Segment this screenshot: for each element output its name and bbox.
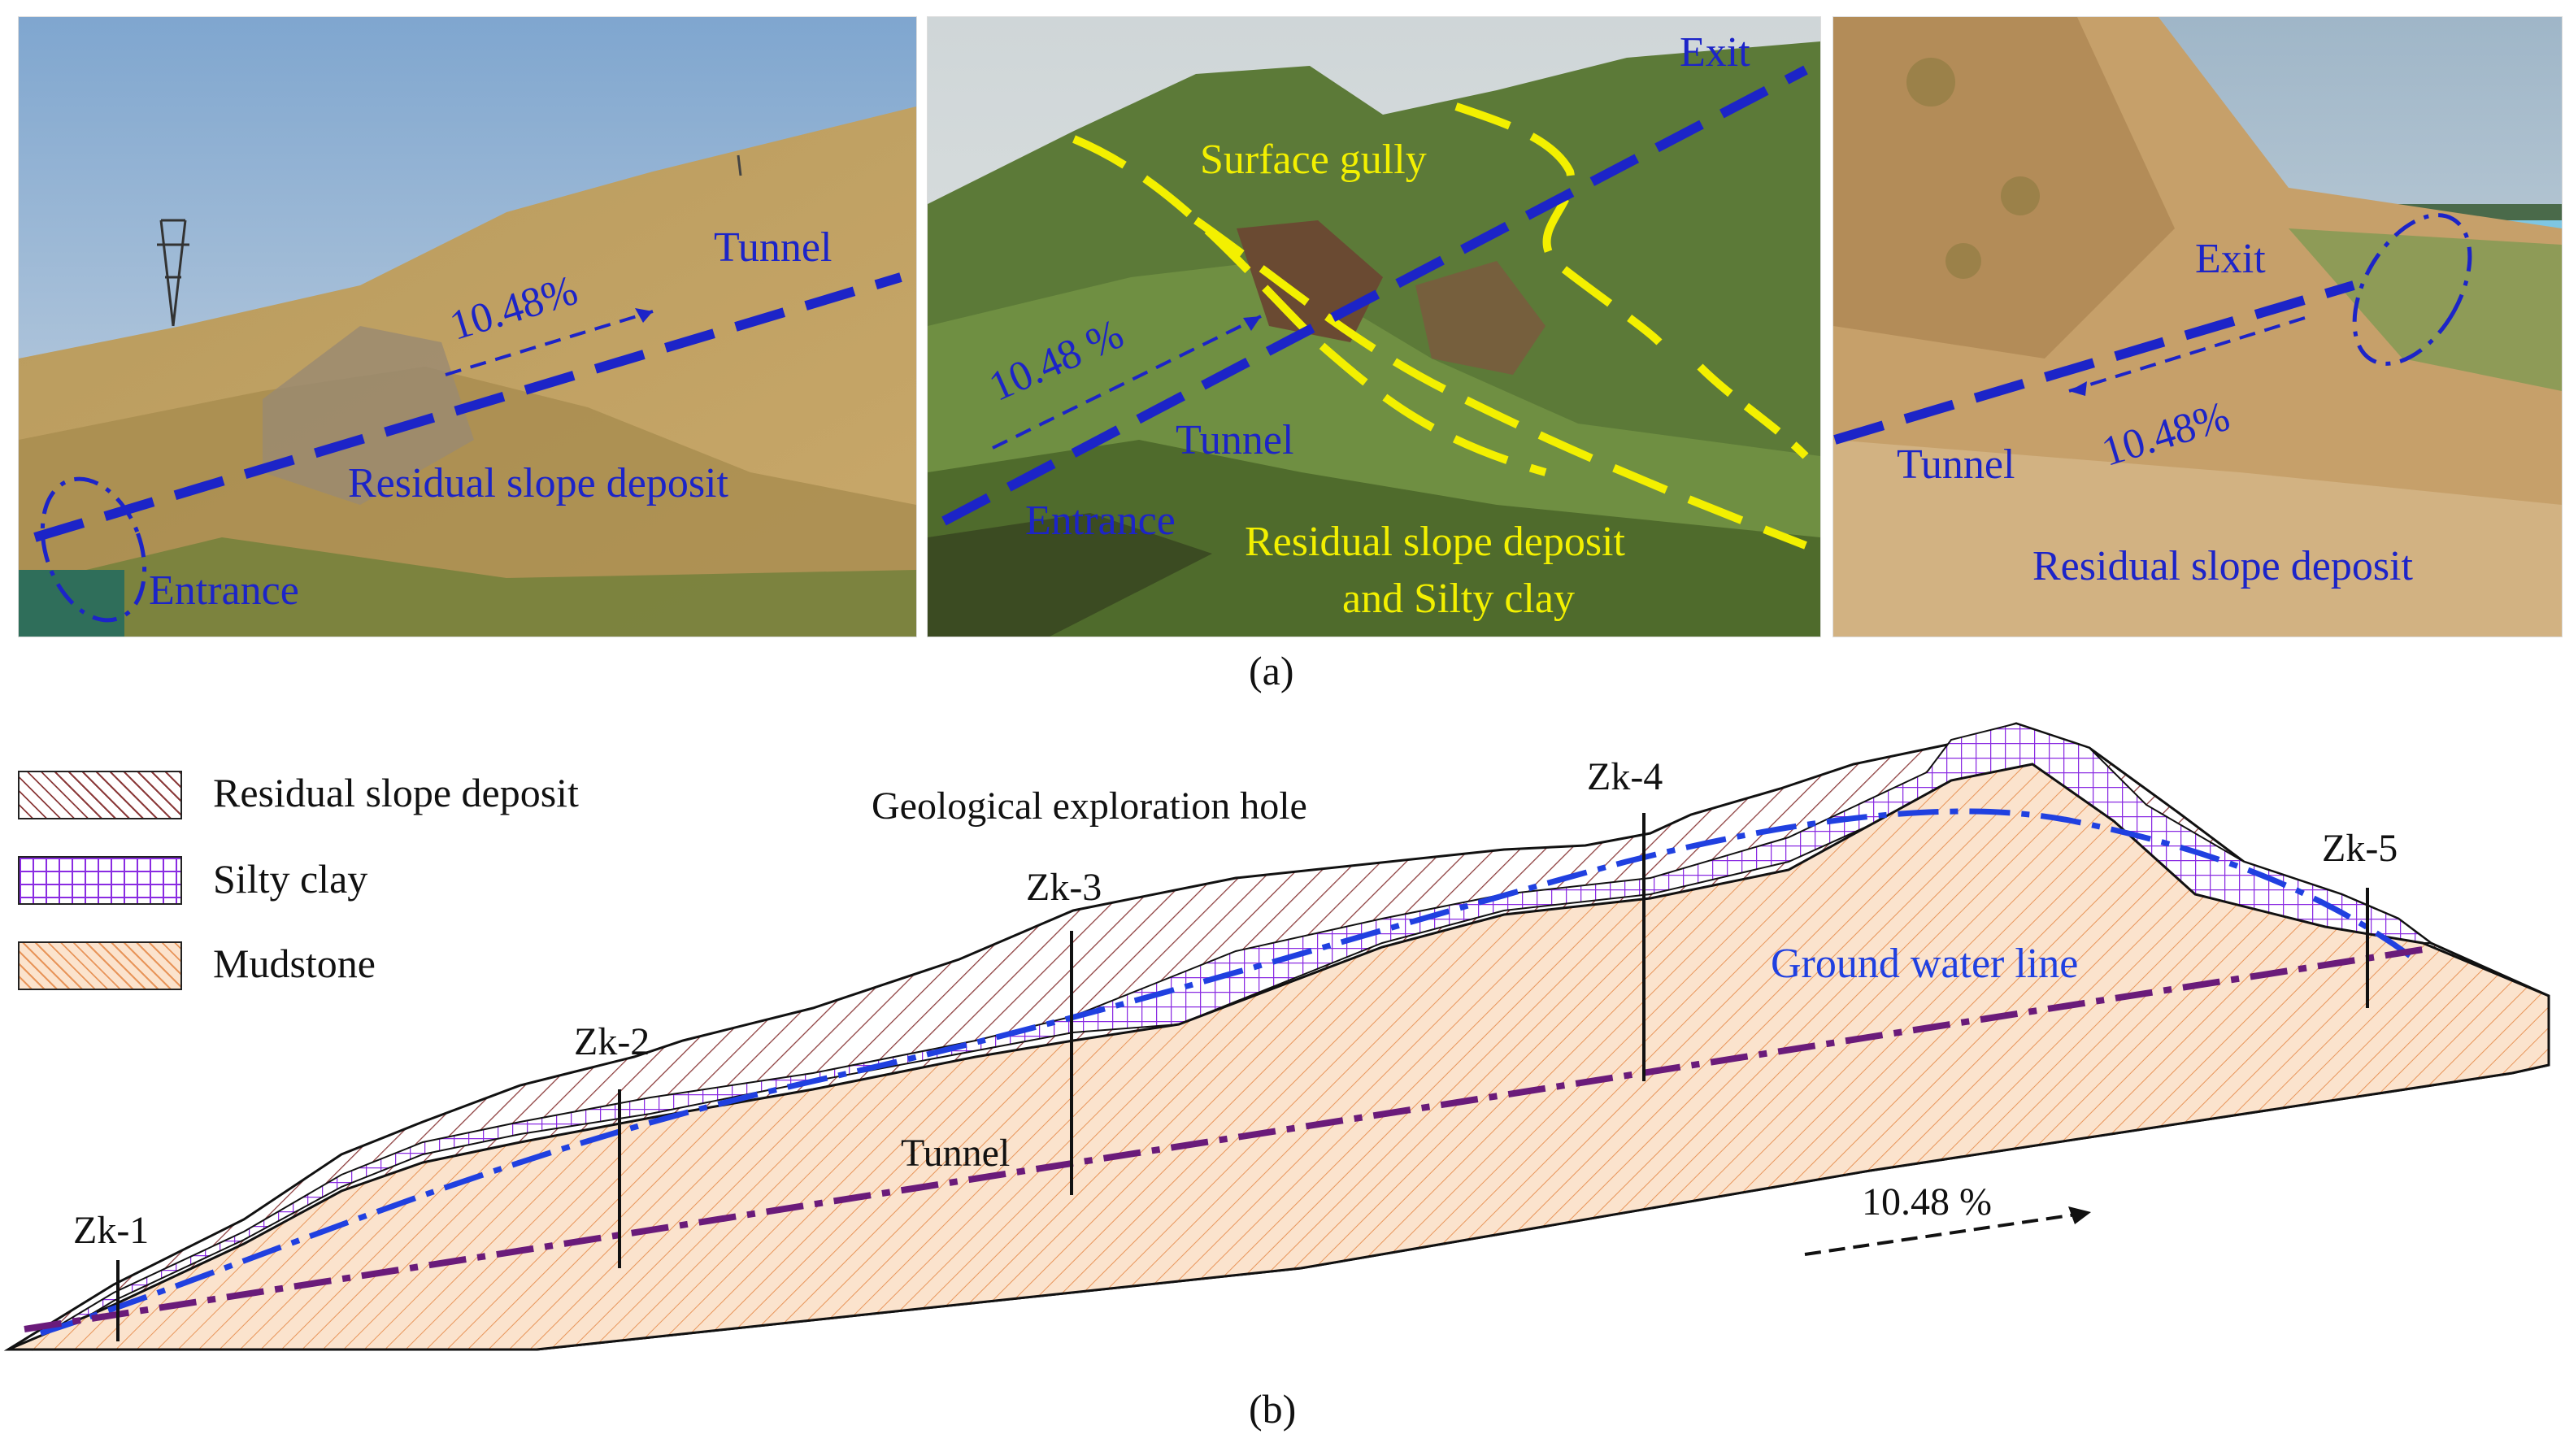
tunnel-line	[24, 946, 2424, 1332]
tunnel-axis-line	[941, 65, 1808, 526]
tunnel-axis-line	[1833, 280, 2355, 445]
slope-arrow	[992, 315, 1262, 450]
label-zk2: Zk-2	[574, 1020, 650, 1063]
gully-boundary-3	[1454, 102, 1663, 346]
label-zk5: Zk-5	[2322, 827, 2398, 870]
slope-arrow	[2068, 316, 2306, 393]
silty-clay-layer	[32, 722, 2433, 1351]
photo-right-exit: Exit Tunnel 10.48% Residual slope deposi…	[1832, 16, 2563, 637]
slope-arrow	[1804, 1212, 2082, 1256]
tunnel-axis-line	[33, 272, 902, 542]
label-zk3: Zk-3	[1026, 866, 1102, 909]
caption-a: (a)	[1249, 648, 1294, 693]
legend-label-deposit: Residual slope deposit	[213, 770, 579, 815]
photo-right-scene	[1833, 17, 2562, 637]
label-tunnel: Tunnel	[1897, 441, 2015, 488]
label-slope: 10.48 %	[1862, 1180, 1992, 1223]
label-zk1: Zk-1	[73, 1209, 150, 1252]
legend-swatch-mudstone	[18, 941, 182, 990]
label-tunnel: Tunnel	[1176, 417, 1294, 463]
legend-label-silty-clay: Silty clay	[213, 856, 368, 902]
label-deposit: Residual slope deposit	[348, 460, 728, 506]
legend-swatch-silty-clay	[18, 856, 182, 905]
caption-b: (b)	[1249, 1386, 1297, 1432]
label-exit: Exit	[2195, 236, 2266, 282]
gully-boundary-1	[1072, 135, 1547, 476]
label-ground-water-line: Ground water line	[1771, 941, 2079, 987]
legend-label-mudstone: Mudstone	[213, 941, 376, 986]
photo-left-scene	[19, 17, 916, 637]
photo-left-entrance: Tunnel 10.48% Residual slope deposit Ent…	[18, 16, 917, 637]
label-exploration-hole: Geological exploration hole	[872, 785, 1307, 828]
label-exit: Exit	[1680, 29, 1750, 76]
exit-marker	[2352, 213, 2472, 366]
label-deposit: Residual slope deposit	[2032, 543, 2413, 589]
legend-swatch-deposit	[18, 771, 182, 819]
photo-middle-scene	[928, 17, 1820, 637]
label-deposit-line2: and Silty clay	[1342, 576, 1575, 622]
label-tunnel: Tunnel	[901, 1132, 1011, 1175]
label-entrance: Entrance	[1025, 498, 1176, 544]
mudstone-layer	[7, 763, 2550, 1351]
label-deposit-line1: Residual slope deposit	[1245, 519, 1625, 565]
slope-arrow	[445, 310, 654, 376]
ground-water-line	[39, 808, 2417, 1336]
label-surface-gully: Surface gully	[1200, 137, 1427, 183]
photo-middle-gully: Exit Surface gully 10.48 % Tunnel Entran…	[927, 16, 1821, 637]
section-drawing	[3, 722, 2550, 1351]
label-entrance: Entrance	[149, 567, 299, 614]
entrance-marker	[40, 476, 147, 623]
label-tunnel: Tunnel	[714, 224, 833, 271]
gully-boundary-2	[1193, 216, 1807, 550]
label-zk4: Zk-4	[1587, 755, 1663, 798]
